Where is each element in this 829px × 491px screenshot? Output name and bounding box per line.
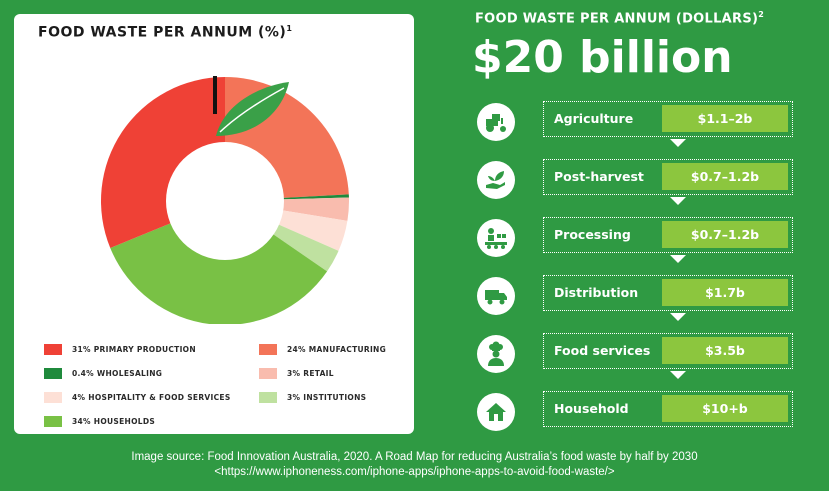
down-arrow-icon [670, 371, 686, 379]
legend-label: 4% HOSPITALITY & FOOD SERVICES [72, 393, 231, 402]
dollars-title-text: FOOD WASTE PER ANNUM (DOLLARS) [475, 11, 759, 27]
donut-chart-card: FOOD WASTE PER ANNUM (%)1 31% PRIMARY PR… [14, 14, 414, 434]
legend-item: 3% RETAIL [259, 368, 334, 379]
legend-swatch [259, 344, 277, 355]
tractor-icon [477, 103, 515, 141]
legend-swatch [44, 392, 62, 403]
legend-swatch [44, 416, 62, 427]
donut-chart-title-text: FOOD WASTE PER ANNUM (%) [38, 24, 287, 41]
stage-box-food-services: Food services $3.5b [543, 333, 793, 369]
stage-value: $10+b [662, 395, 788, 422]
stage-value: $0.7–1.2b [662, 221, 788, 248]
stage-label: Distribution [554, 285, 639, 300]
down-arrow-icon [670, 313, 686, 321]
legend-swatch [44, 344, 62, 355]
stage-box-household: Household $10+b [543, 391, 793, 427]
legend-item: 24% MANUFACTURING [259, 344, 386, 355]
donut-chart [100, 76, 349, 324]
caption-line-url: <https://www.iphoneness.com/iphone-apps/… [214, 466, 615, 478]
legend-swatch [259, 392, 277, 403]
stage-box-distribution: Distribution $1.7b [543, 275, 793, 311]
legend-item: 34% HOUSEHOLDS [44, 416, 155, 427]
stage-label: Processing [554, 227, 631, 242]
stage-label: Post-harvest [554, 169, 644, 184]
donut-hole [166, 142, 284, 260]
legend-item: 4% HOSPITALITY & FOOD SERVICES [44, 392, 231, 403]
dollars-title-footnote: 2 [758, 10, 765, 19]
legend-label: 3% INSTITUTIONS [287, 393, 367, 402]
donut-slice [110, 201, 328, 324]
stage-label: Agriculture [554, 111, 634, 126]
stage-label: Household [554, 401, 629, 416]
legend-label: 0.4% WHOLESALING [72, 369, 163, 378]
stage-row: Processing $0.7–1.2b [477, 213, 817, 263]
stage-box-post-harvest: Post-harvest $0.7–1.2b [543, 159, 793, 195]
stage-box-agriculture: Agriculture $1.1–2b [543, 101, 793, 137]
donut-legend: 31% PRIMARY PRODUCTION 24% MANUFACTURING 0… [14, 324, 414, 427]
stage-row: Agriculture $1.1–2b [477, 97, 817, 147]
stage-value: $1.1–2b [662, 105, 788, 132]
legend-label: 3% RETAIL [287, 369, 334, 378]
stage-row: Food services $3.5b [477, 329, 817, 379]
hand-leaf-icon [477, 161, 515, 199]
stage-value: $0.7–1.2b [662, 163, 788, 190]
house-icon [477, 393, 515, 431]
legend-item: 3% INSTITUTIONS [259, 392, 366, 403]
stage-box-processing: Processing $0.7–1.2b [543, 217, 793, 253]
legend-item: 0.4% WHOLESALING [44, 368, 162, 379]
stage-value: $3.5b [662, 337, 788, 364]
down-arrow-icon [670, 255, 686, 263]
truck-icon [477, 277, 515, 315]
caption-line-source: Image source: Food Innovation Australia,… [131, 451, 698, 463]
leaf-vein-icon [219, 87, 285, 133]
chef-icon [477, 335, 515, 373]
legend-swatch [259, 368, 277, 379]
apple-stem-icon [213, 76, 217, 114]
donut-chart-title-footnote: 1 [286, 24, 293, 33]
down-arrow-icon [670, 197, 686, 205]
image-source-caption: Image source: Food Innovation Australia,… [0, 450, 829, 480]
conveyor-icon [477, 219, 515, 257]
stage-row: Household $10+b [477, 387, 817, 437]
dollars-title: FOOD WASTE PER ANNUM (DOLLARS)2 [475, 10, 764, 26]
legend-item: 31% PRIMARY PRODUCTION [44, 344, 196, 355]
legend-label: 31% PRIMARY PRODUCTION [72, 345, 196, 354]
donut-chart-title: FOOD WASTE PER ANNUM (%)1 [38, 24, 292, 41]
legend-swatch [44, 368, 62, 379]
stage-value: $1.7b [662, 279, 788, 306]
legend-label: 34% HOUSEHOLDS [72, 417, 156, 426]
stage-row: Post-harvest $0.7–1.2b [477, 155, 817, 205]
stage-label: Food services [554, 343, 651, 358]
legend-label: 24% MANUFACTURING [287, 345, 387, 354]
stage-row: Distribution $1.7b [477, 271, 817, 321]
down-arrow-icon [670, 139, 686, 147]
total-waste-value: $20 billion [472, 32, 733, 83]
